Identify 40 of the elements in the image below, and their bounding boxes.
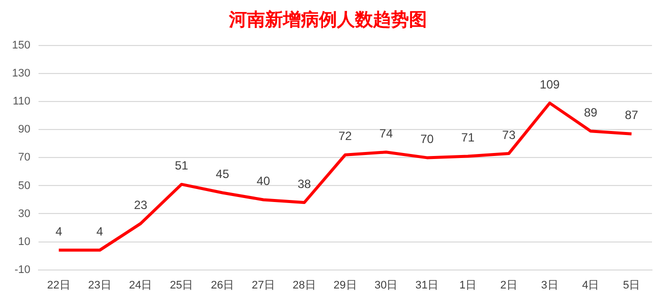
x-tick-label: 31日 <box>415 279 439 292</box>
x-tick-label: 4日 <box>582 279 600 292</box>
x-tick-label: 22日 <box>47 279 70 292</box>
x-tick-label: 3日 <box>541 279 558 292</box>
x-tick-label: 5日 <box>622 279 640 292</box>
y-tick-label: 90 <box>18 124 30 136</box>
data-label: 40 <box>256 174 270 188</box>
y-tick-label: 50 <box>18 180 30 192</box>
data-label: 70 <box>420 132 434 146</box>
data-label: 71 <box>461 130 475 145</box>
y-tick-label: 10 <box>18 236 30 248</box>
data-label: 89 <box>584 105 598 120</box>
data-label: 87 <box>624 108 639 122</box>
data-label: 4 <box>96 224 104 238</box>
data-label: 51 <box>174 158 189 173</box>
x-tick-label: 1日 <box>459 279 476 292</box>
data-label: 45 <box>216 167 230 182</box>
x-tick-label: 26日 <box>210 279 234 292</box>
x-tick-label: 30日 <box>374 279 398 292</box>
y-tick-label: 30 <box>18 208 30 220</box>
data-label: 23 <box>134 198 148 212</box>
y-tick-label: -10 <box>14 264 30 276</box>
x-tick-label: 2日 <box>500 279 518 292</box>
data-label: 73 <box>502 128 516 142</box>
x-tick-label: 29日 <box>334 279 357 292</box>
data-label: 72 <box>338 129 352 144</box>
data-label: 74 <box>379 126 394 140</box>
x-tick-label: 27日 <box>252 279 275 292</box>
y-tick-label: 130 <box>12 68 30 80</box>
x-tick-label: 23日 <box>88 279 112 292</box>
y-tick-label: 70 <box>18 152 30 164</box>
data-label: 4 <box>55 224 62 238</box>
y-tick-label: 150 <box>12 40 30 52</box>
x-tick-label: 28日 <box>292 279 316 292</box>
data-label: 109 <box>540 77 560 92</box>
chart-title: 河南新增病例人数趋势图 <box>228 9 427 30</box>
x-tick-label: 25日 <box>170 279 194 292</box>
data-label: 38 <box>298 176 312 191</box>
x-tick-label: 24日 <box>129 279 152 292</box>
y-tick-label: 110 <box>12 96 30 108</box>
